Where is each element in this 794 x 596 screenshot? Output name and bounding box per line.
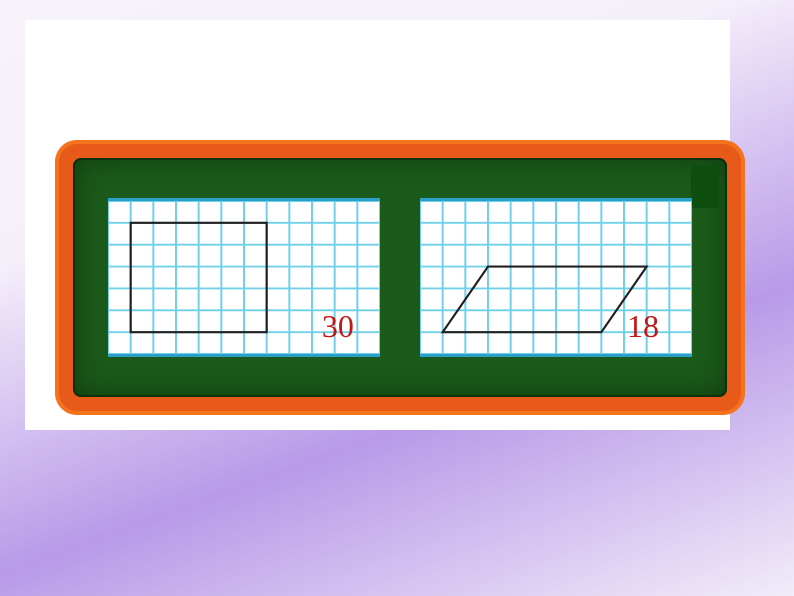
grid-panel-right: 18 bbox=[420, 198, 692, 357]
answer-right: 18 bbox=[627, 308, 659, 345]
answer-left: 30 bbox=[322, 308, 354, 345]
grid-panel-left: 30 bbox=[108, 198, 380, 357]
frame-inner: 30 18 bbox=[73, 158, 727, 397]
frame-outer: 30 18 bbox=[55, 140, 745, 415]
grids-container: 30 18 bbox=[73, 158, 727, 397]
